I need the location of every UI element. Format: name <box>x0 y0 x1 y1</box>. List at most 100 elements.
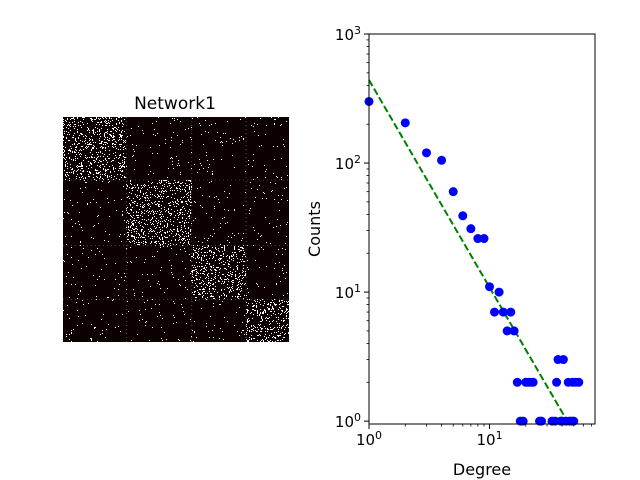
heatmap-point <box>283 325 284 326</box>
heatmap-point <box>229 258 230 259</box>
heatmap-point <box>85 177 86 178</box>
heatmap-point <box>184 223 185 224</box>
heatmap-point <box>148 280 149 281</box>
heatmap-point <box>103 160 104 161</box>
heatmap-point <box>223 274 224 275</box>
heatmap-point <box>123 186 124 187</box>
heatmap-point <box>72 118 73 119</box>
heatmap-point <box>82 141 83 142</box>
heatmap-point <box>128 234 129 235</box>
heatmap-point <box>120 136 121 137</box>
heatmap-point <box>88 257 89 258</box>
heatmap-point <box>94 328 95 329</box>
heatmap-point <box>100 165 101 166</box>
heatmap-point <box>113 139 114 140</box>
heatmap-point <box>216 267 217 268</box>
heatmap-point <box>109 125 110 126</box>
x-tick-label: 101 <box>476 429 502 449</box>
heatmap-point <box>193 267 194 268</box>
heatmap-point <box>174 180 175 181</box>
heatmap-point <box>222 247 223 248</box>
heatmap-point <box>203 144 204 145</box>
heatmap-point <box>122 175 123 176</box>
heatmap-point <box>137 195 138 196</box>
heatmap-point <box>108 158 109 159</box>
scatter-point <box>552 377 562 387</box>
heatmap-point <box>237 269 238 270</box>
heatmap-point <box>161 191 162 192</box>
heatmap-point <box>178 217 179 218</box>
heatmap-point <box>251 339 252 340</box>
heatmap-point <box>133 215 134 216</box>
heatmap-point <box>63 128 64 129</box>
heatmap-point <box>167 225 168 226</box>
heatmap-point <box>112 128 113 129</box>
heatmap-point <box>232 256 233 257</box>
heatmap-point <box>259 315 260 316</box>
heatmap-point <box>202 266 203 267</box>
heatmap-point <box>140 190 141 191</box>
heatmap-point <box>177 199 178 200</box>
heatmap-point <box>95 132 96 133</box>
heatmap-point <box>135 239 136 240</box>
heatmap-point <box>232 280 233 281</box>
heatmap-point <box>88 128 89 129</box>
heatmap-point <box>66 276 67 277</box>
heatmap-point <box>142 216 143 217</box>
heatmap-point <box>267 328 268 329</box>
heatmap-point <box>148 233 149 234</box>
heatmap-point <box>167 223 168 224</box>
heatmap-point <box>240 259 241 260</box>
heatmap-point <box>270 302 271 303</box>
heatmap-point <box>223 264 224 265</box>
heatmap-point <box>83 149 84 150</box>
heatmap-point <box>279 304 280 305</box>
heatmap-point <box>162 214 163 215</box>
heatmap-point <box>272 341 273 342</box>
heatmap-point <box>94 162 95 163</box>
heatmap-point <box>71 333 72 334</box>
heatmap-point <box>70 200 71 201</box>
heatmap-point <box>277 327 278 328</box>
heatmap-point <box>160 224 161 225</box>
heatmap-point <box>231 281 232 282</box>
heatmap-point <box>119 157 120 158</box>
heatmap-point <box>199 283 200 284</box>
heatmap-point <box>101 128 102 129</box>
heatmap-point <box>223 283 224 284</box>
heatmap-point <box>97 131 98 132</box>
heatmap-point <box>107 176 108 177</box>
heatmap-point <box>222 145 223 146</box>
heatmap-point <box>204 289 205 290</box>
heatmap-point <box>224 248 225 249</box>
heatmap-point <box>161 267 162 268</box>
heatmap-point <box>97 177 98 178</box>
heatmap-point <box>177 210 178 211</box>
heatmap-point <box>193 294 194 295</box>
heatmap-point <box>93 129 94 130</box>
heatmap-point <box>199 294 200 295</box>
heatmap-point <box>109 134 110 135</box>
heatmap-point <box>122 123 123 124</box>
heatmap-point <box>142 219 143 220</box>
heatmap-point <box>286 309 287 310</box>
heatmap-point <box>100 174 101 175</box>
heatmap-point <box>204 267 205 268</box>
heatmap-point <box>153 230 154 231</box>
heatmap-point <box>165 232 166 233</box>
heatmap-point <box>75 140 76 141</box>
heatmap-point <box>261 145 262 146</box>
heatmap-point <box>247 328 248 329</box>
heatmap-point <box>102 181 103 182</box>
heatmap-point <box>206 267 207 268</box>
heatmap-point <box>113 133 114 134</box>
heatmap-point <box>200 125 201 126</box>
heatmap-point <box>282 300 283 301</box>
heatmap-point <box>69 297 70 298</box>
heatmap-point <box>99 129 100 130</box>
heatmap-point <box>273 227 274 228</box>
heatmap-point <box>69 149 70 150</box>
heatmap-point <box>76 150 77 151</box>
heatmap-point <box>264 310 265 311</box>
heatmap-point <box>251 331 252 332</box>
